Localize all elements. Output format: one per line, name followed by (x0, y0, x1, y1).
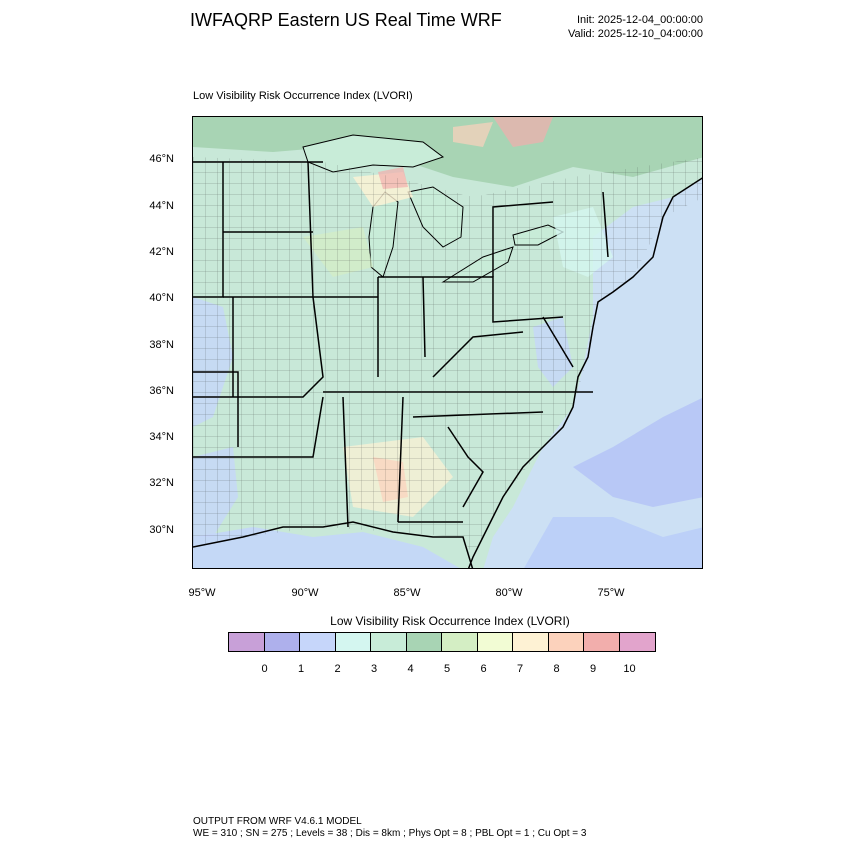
colorbar-tick-label: 9 (589, 663, 597, 675)
colorbar-tick-label: 3 (370, 663, 378, 675)
gulf-of-mexico (193, 527, 460, 568)
map-subtitle: Low Visibility Risk Occurrence Index (LV… (193, 90, 413, 102)
time-info: Init: 2025-12-04_00:00:00 Valid: 2025-12… (520, 13, 703, 41)
lon-label: 85°W (393, 587, 421, 599)
canada-region (193, 117, 702, 187)
colorbar-tick-label: 8 (553, 663, 560, 675)
colorbar-swatch (584, 633, 620, 651)
lon-label: 90°W (291, 587, 319, 599)
ocean-south-band (524, 517, 702, 568)
lon-label: 95°W (188, 587, 216, 599)
colorbar-swatch (371, 633, 407, 651)
colorbar-swatch (335, 633, 371, 651)
map-canvas (193, 117, 702, 568)
lat-label: 46°N (149, 153, 174, 165)
ocean-low-band (573, 397, 702, 507)
lon-label: 75°W (597, 587, 625, 599)
init-time: Init: 2025-12-04_00:00:00 (577, 14, 703, 26)
chart-title: IWFAQRP Eastern US Real Time WRF (190, 10, 502, 30)
colorbar-tick-label: 0 (261, 663, 268, 675)
colorbar-swatch (513, 633, 549, 651)
colorbar-swatch (300, 633, 336, 651)
lat-label: 32°N (149, 477, 174, 489)
footer-config: WE = 310 ; SN = 275 ; Levels = 38 ; Dis … (193, 828, 587, 839)
valid-time: Valid: 2025-12-10_04:00:00 (568, 28, 703, 40)
lat-label: 42°N (149, 246, 174, 258)
colorbar-tick-label: 5 (443, 663, 451, 675)
colorbar-tick-label: 7 (516, 663, 524, 675)
lat-label: 30°N (149, 524, 174, 536)
lat-label: 40°N (149, 292, 174, 304)
footer: OUTPUT FROM WRF V4.6.1 MODEL WE = 310 ; … (193, 816, 586, 840)
lat-label: 36°N (149, 385, 174, 397)
lat-label: 38°N (149, 339, 174, 351)
lat-label: 34°N (149, 431, 174, 443)
county-grid (193, 157, 702, 557)
colorbar-tick-label: 1 (297, 663, 305, 675)
lon-label: 80°W (495, 587, 523, 599)
colorbar (228, 632, 656, 652)
lat-label: 44°N (149, 200, 174, 212)
footer-model: OUTPUT FROM WRF V4.6.1 MODEL (193, 816, 362, 827)
colorbar-swatch (406, 633, 442, 651)
colorbar-swatch (229, 633, 265, 651)
colorbar-swatch (264, 633, 300, 651)
colorbar-swatch (442, 633, 478, 651)
colorbar-tick-label: 10 (623, 663, 636, 675)
colorbar-tick-label: 6 (480, 663, 487, 675)
colorbar-tick-label: 2 (334, 663, 341, 675)
colorbar-swatch (619, 633, 655, 651)
colorbar-swatch (477, 633, 513, 651)
map-panel (192, 116, 703, 569)
colorbar-swatch (548, 633, 584, 651)
colorbar-tick-label: 4 (407, 663, 414, 675)
colorbar-title: Low Visibility Risk Occurrence Index (LV… (330, 614, 570, 628)
